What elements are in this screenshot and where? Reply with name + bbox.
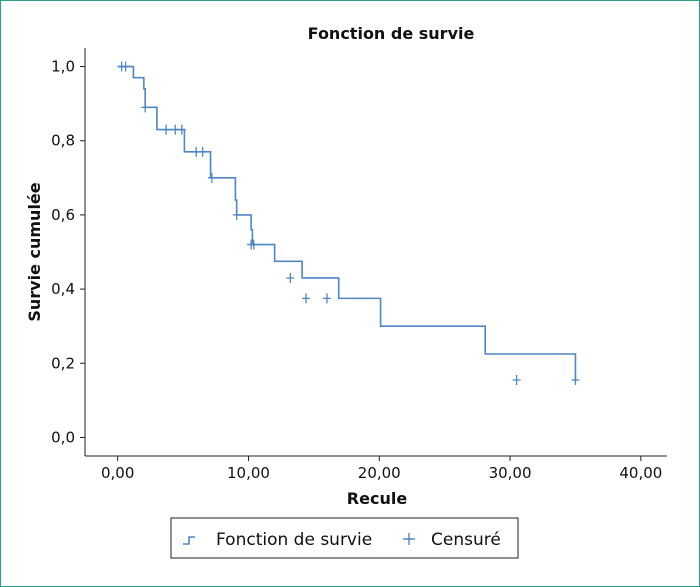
censored-marker — [302, 293, 311, 304]
censored-markers — [117, 61, 580, 385]
legend-box — [170, 517, 519, 559]
censored-marker — [249, 239, 258, 250]
x-tick-label: 40,00 — [619, 464, 662, 482]
y-tick-label: 0,4 — [51, 280, 75, 298]
x-tick-label: 10,00 — [227, 464, 270, 482]
y-axis-title: Survie cumulée — [25, 182, 44, 321]
legend: Fonction de survie Censuré — [170, 517, 519, 559]
legend-label-survival: Fonction de survie — [216, 530, 372, 550]
censored-marker — [571, 374, 580, 385]
y-tick-label: 0,6 — [51, 206, 75, 224]
survival-function-line — [117, 65, 577, 380]
x-tick-label: 30,00 — [489, 464, 532, 482]
censored-marker — [512, 374, 521, 385]
x-axis-title: Recule — [347, 489, 408, 508]
legend-label-censored: Censuré — [431, 530, 501, 550]
censored-marker — [198, 146, 207, 157]
censored-marker — [141, 102, 150, 113]
x-axis-ticks: 0,00 10,00 20,00 30,00 40,00 — [101, 456, 662, 482]
x-tick-label: 20,00 — [358, 464, 401, 482]
y-tick-label: 0,8 — [51, 132, 75, 150]
censored-marker — [286, 272, 295, 283]
censored-marker — [162, 124, 171, 135]
step-line-legend-icon — [183, 536, 195, 545]
censored-marker — [177, 124, 186, 135]
chart-title: Fonction de survie — [308, 24, 475, 43]
y-tick-label: 1,0 — [51, 58, 75, 76]
censored-marker — [232, 209, 241, 220]
censored-marker — [121, 61, 130, 72]
censored-marker — [322, 293, 331, 304]
censored-marker — [207, 172, 216, 183]
y-axis-ticks: 0,0 0,2 0,4 0,6 0,8 1,0 — [51, 58, 85, 446]
y-tick-label: 0,2 — [51, 354, 75, 372]
y-tick-label: 0,0 — [51, 428, 75, 446]
censored-cross-legend-icon — [403, 533, 415, 545]
x-tick-label: 0,00 — [101, 464, 134, 482]
